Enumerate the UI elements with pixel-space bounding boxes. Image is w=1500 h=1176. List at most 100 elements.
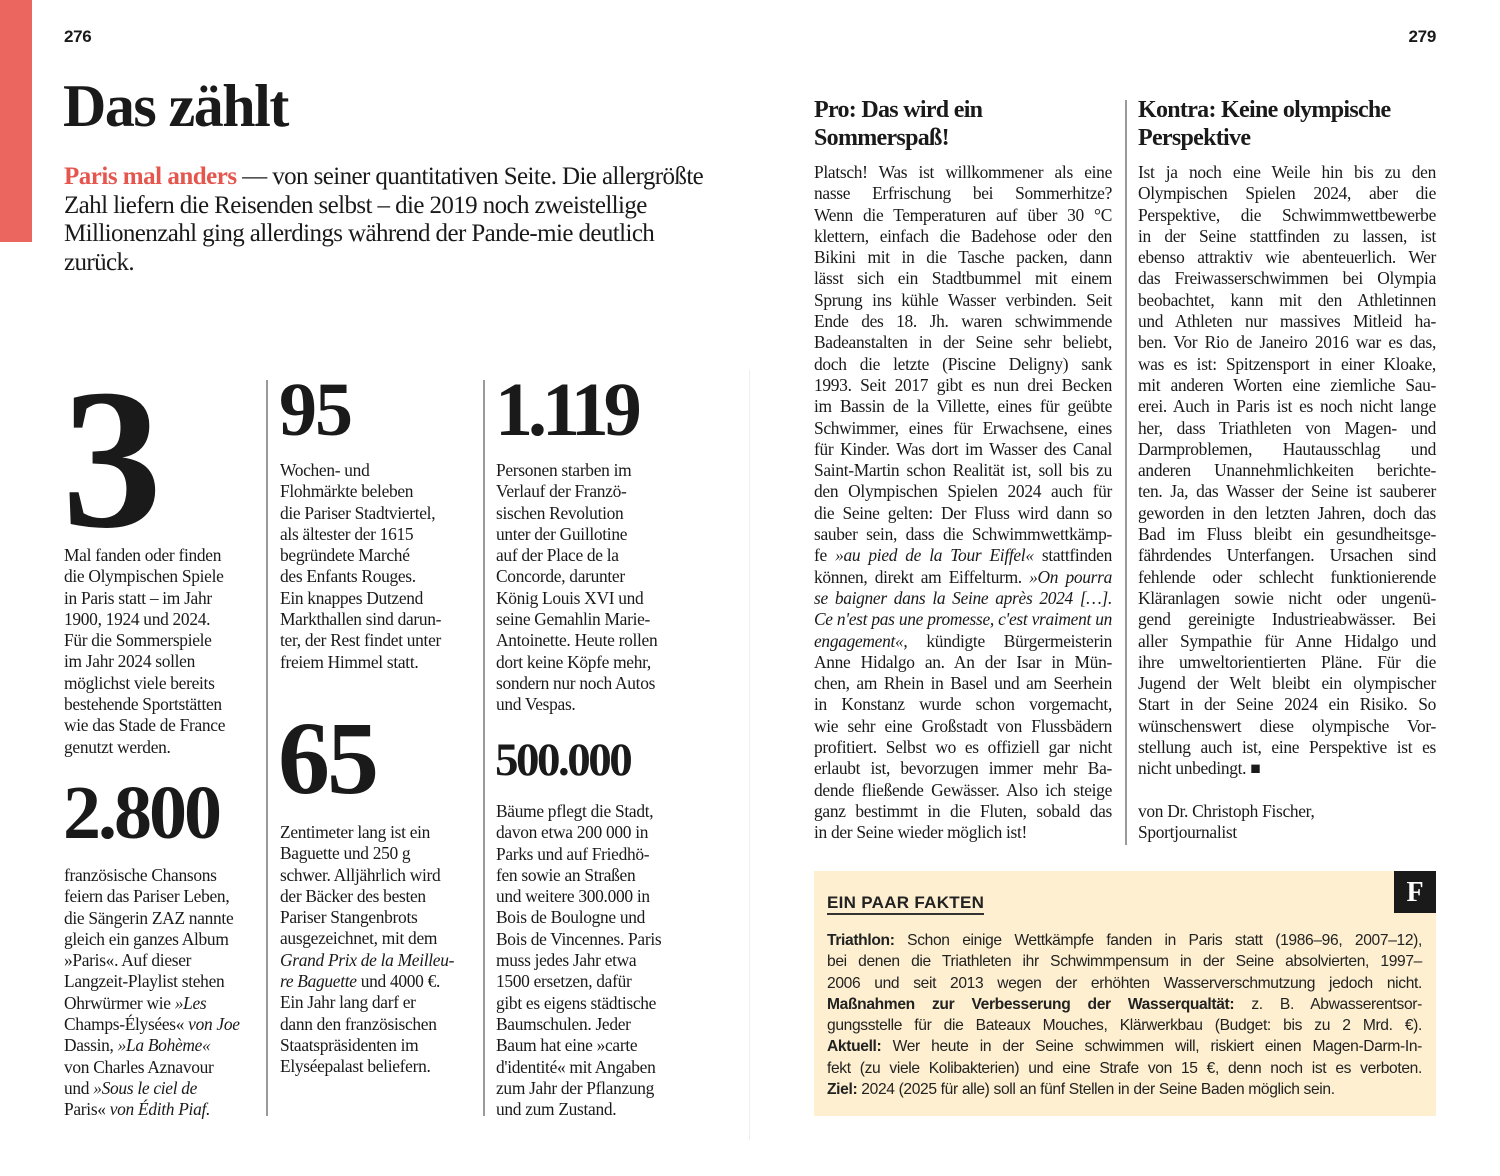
text-line: und weitere 300.000 in: [496, 886, 650, 907]
text-line: fehlende oder schlecht funktionierende: [1138, 566, 1436, 587]
text-line: Darmproblemen, Hautausschlag und: [1138, 438, 1436, 459]
fact-text: Personen starben im Verlauf der Franzö-si…: [496, 460, 696, 716]
text-line: bestehende Sportstätten: [64, 694, 222, 715]
facts-badge-icon: F: [1394, 871, 1436, 913]
text-line: des Enfants Rouges.: [280, 566, 416, 587]
text-line: dende fließende Gewässer. Also ich steig…: [814, 779, 1112, 800]
text-line: in der Seine stattfinden zu lassen, ist: [1138, 225, 1436, 246]
pro-text: Platsch! Was ist willkommener als eine na…: [814, 162, 1112, 844]
text-line: ihre umweltorientierten Pläne. Für die: [1138, 651, 1436, 672]
text-line: feiern das Pariser Leben,: [64, 886, 230, 907]
text-line: Sportjournalist: [1138, 822, 1237, 843]
text-line: Paris« von Édith Piaf.: [64, 1099, 211, 1120]
text-line: seine Gemahlin Marie-: [496, 609, 651, 630]
text-line: auf der Place de la: [496, 545, 619, 566]
text-line: geworden in den letzten Jahren, doch das: [1138, 502, 1436, 523]
fact-text: Zentimeter lang ist ein Baguette und 250 …: [280, 822, 480, 1078]
contra-byline: von Dr. Christoph Fischer, Sportjournalis…: [1138, 801, 1436, 844]
text-line: Bad im Fluss bleibt ein gesundheitsge-: [1138, 524, 1436, 545]
text-line: Verlauf der Franzö-: [496, 481, 627, 502]
text-line: fekt (zu viele Kolibakterien) und eine S…: [827, 1059, 1422, 1077]
text-line: sischen Revolution: [496, 502, 624, 523]
text-line: her, dass Triathleten von Magen- und: [1138, 417, 1436, 438]
text-line: Bikini mit in die Tasche packen, dann: [814, 247, 1112, 268]
text-line: schwer. Alljährlich wird: [280, 864, 441, 885]
text-line: und Athleten nur massives Mitleid ha-: [1138, 311, 1436, 332]
text-line: in Paris statt – im Jahr: [64, 587, 212, 608]
text-line: Wochen- und: [280, 460, 370, 480]
text-line: Bäume pflegt die Stadt,: [496, 801, 654, 821]
text-line: Für die Sommerspiele: [64, 630, 212, 651]
text-line: gungsstelle für die Bateaux Mouches, Klä…: [827, 1017, 1422, 1035]
text-line: Antoinette. Heute rollen: [496, 630, 658, 651]
text-line: 1900, 1924 und 2024.: [64, 608, 211, 629]
text-line: 1500 ersetzen, dafür: [496, 971, 632, 992]
text-line: 1993. Seit 2017 gibt es nun drei Becken: [814, 374, 1112, 395]
text-line: Baguette und 250 g: [280, 843, 411, 864]
text-line: »Paris«. Auf dieser: [64, 950, 192, 971]
text-line: von Dr. Christoph Fischer,: [1138, 801, 1315, 821]
text-line: begründete Marché: [280, 545, 410, 566]
fact-text: französische Chansons feiern das Pariser …: [64, 865, 264, 1121]
text-line: nasse Erfrischung bei Sommerhitze?: [814, 183, 1112, 204]
text-line: ebenso attraktiv wie abenteuerlich. Wer: [1138, 247, 1436, 268]
intro-text: — von seiner quantitativen Seite. Die al…: [64, 163, 704, 277]
text-line: lässt sich ein Stadtbummel mit einem: [814, 268, 1112, 289]
text-line: erei. Auch in Paris ist es noch nicht la…: [1138, 396, 1436, 417]
text-line: erlaubt ist, bevorzugen immer mehr Ba-: [814, 758, 1112, 779]
text-line: Pariser Stangenbrots: [280, 907, 418, 928]
text-line: König Louis XVI und: [496, 587, 644, 608]
text-line: beobachtet, kann mit den Athletinnen: [1138, 289, 1436, 310]
text-line: wie das Stade de France: [64, 715, 226, 736]
text-line: gend gereinigte Industrieabwässer. Bei: [1138, 609, 1436, 630]
text-line: Saint-Martin schon Realität ist, soll bi…: [814, 460, 1112, 481]
text-line: das Freiwasserschwimmen bei Olympia: [1138, 268, 1436, 289]
text-line: davon etwa 200 000 in: [496, 822, 649, 843]
text-line: ter, der Rest findet unter: [280, 630, 442, 651]
text-line: freiem Himmel statt.: [280, 651, 419, 672]
text-line: stellung auch ist, eine Perspektive ist …: [1138, 737, 1436, 758]
text-line: ten. Ja, das Wasser der Seine ist sauber…: [1138, 481, 1436, 502]
text-line: im Jahr 2024 sollen: [64, 651, 195, 672]
chapter-color-tab: [0, 0, 32, 242]
text-line: Champs-Élysées« von Joe: [64, 1014, 240, 1035]
text-line: die Olympischen Spiele: [64, 566, 224, 587]
text-line: der Bäcker des besten: [280, 885, 426, 906]
text-line: fährdendes Unterfangen. Ursachen sind: [1138, 545, 1436, 566]
text-line: re Baguette und 4000 €.: [280, 971, 441, 992]
text-line: in der Seine wieder möglich ist!: [814, 822, 1028, 843]
text-line: fen sowie an Straßen: [496, 864, 636, 885]
text-line: französische Chansons: [64, 865, 217, 885]
text-line: genutzt werden.: [64, 736, 171, 757]
text-line: Elyséepalast beliefern.: [280, 1056, 431, 1077]
text-line: Dassin, »La Bohème«: [64, 1035, 211, 1056]
text-line: Parks und auf Friedhö-: [496, 843, 650, 864]
text-line: gibt es eigens städtische: [496, 992, 657, 1013]
pro-heading: Pro: Das wird ein Sommerspaß!: [814, 97, 1114, 152]
text-line: und zum Zustand.: [496, 1099, 617, 1120]
text-line: Start in der Seine 2024 ein Risiko. So: [1138, 694, 1436, 715]
text-line: Ohrwürmer wie »Les: [64, 992, 207, 1013]
text-line: Grand Prix de la Meilleu-: [280, 949, 455, 970]
text-line: zum Jahr der Pflanzung: [496, 1077, 655, 1098]
fact-number: 65: [278, 701, 379, 816]
text-line: den Olympischen Spielen 2024 auch für: [814, 481, 1112, 502]
text-line: Kläranlagen sowie nicht oder ungenü-: [1138, 587, 1436, 608]
page-gutter: [749, 370, 750, 1140]
facts-box: EIN PAAR FAKTEN F Triathlon: Schon einig…: [814, 871, 1436, 1116]
text-line: profitiert. Selbst wo es offiziell gar n…: [814, 737, 1112, 758]
text-line: sondern nur noch Autos: [496, 672, 656, 693]
contra-text: Ist ja noch eine Weile hin bis zu den Oly…: [1138, 162, 1436, 780]
text-line: fe »au pied de la Tour Eiffel« stattfind…: [814, 545, 1112, 566]
intro-paragraph: Paris mal anders — von seiner quantitati…: [64, 163, 704, 278]
text-line: Langzeit-Playlist stehen: [64, 971, 225, 992]
text-line: in Konstanz wurde schon vorgemacht,: [814, 694, 1112, 715]
page-number-left: 276: [64, 27, 92, 46]
fact-number: 95: [279, 368, 353, 452]
text-line: 2006 und seit 2013 wegen der erhöhten Wa…: [827, 974, 1422, 992]
text-line: muss jedes Jahr etwa: [496, 950, 637, 971]
text-line: wünschenswert diese olympische Vor-: [1138, 715, 1436, 736]
text-line: was es ist: Spitzensport in einer Kloake…: [1138, 353, 1436, 374]
text-line: Jugend der Welt bleibt ein olympischer: [1138, 673, 1436, 694]
fact-text: Bäume pflegt die Stadt, davon etwa 200 00…: [496, 801, 696, 1120]
